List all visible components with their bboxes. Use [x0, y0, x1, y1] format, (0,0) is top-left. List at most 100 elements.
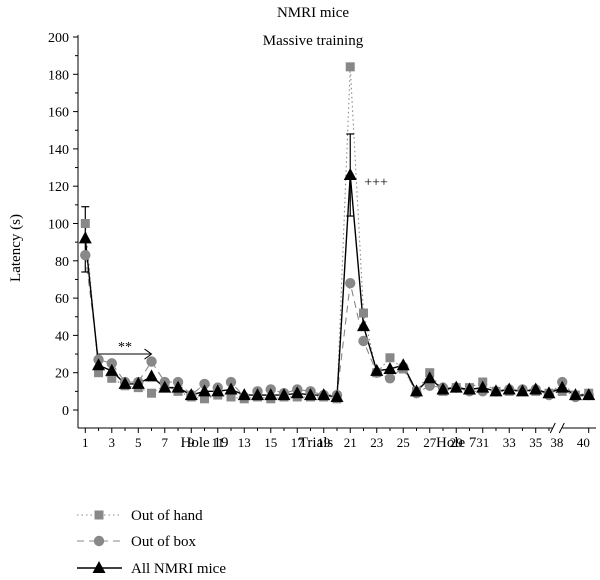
- y-tick-label: 100: [48, 218, 69, 233]
- x-tick-label: 3: [109, 435, 116, 450]
- hole-label: Hole 7: [436, 435, 477, 451]
- legend-marker: [92, 561, 106, 573]
- data-point: [582, 388, 596, 401]
- data-point: [290, 386, 304, 399]
- legend-marker: [94, 510, 104, 520]
- x-tick-label: 31: [476, 435, 489, 450]
- data-point: [146, 356, 157, 367]
- x-axis-label: Trials: [299, 435, 334, 451]
- data-point: [449, 380, 463, 393]
- x-tick-label: 13: [238, 435, 251, 450]
- legend-marker: [93, 535, 105, 547]
- data-point: [304, 388, 318, 401]
- data-point: [171, 380, 185, 393]
- data-point: [356, 319, 370, 332]
- y-tick-label: 80: [55, 255, 69, 270]
- data-point: [358, 308, 368, 318]
- data-point: [158, 380, 172, 393]
- x-tick-label: 27: [423, 435, 437, 450]
- x-tick-label: 19: [317, 435, 330, 450]
- x-tick-label: 11: [212, 435, 225, 450]
- data-point: [199, 378, 210, 390]
- x-tick-label: 29: [450, 435, 463, 450]
- y-tick-label: 180: [48, 68, 69, 83]
- data-point: [317, 388, 331, 401]
- data-point: [94, 368, 104, 378]
- data-point: [80, 219, 90, 228]
- data-point: [211, 384, 225, 397]
- y-tick-label: 40: [55, 329, 69, 344]
- arrow-head: [144, 348, 153, 360]
- data-point: [277, 388, 291, 401]
- data-point: [409, 384, 423, 397]
- x-tick-label: 38: [550, 435, 563, 450]
- y-tick-label: 20: [55, 367, 69, 382]
- x-tick-label: 35: [529, 435, 542, 450]
- x-tick-label: 21: [344, 435, 357, 450]
- data-point: [118, 376, 132, 389]
- y-tick-label: 60: [55, 292, 69, 307]
- data-point: [384, 373, 396, 384]
- data-point: [396, 358, 410, 371]
- y-tick-label: 120: [48, 180, 69, 195]
- data-point: [237, 388, 251, 401]
- data-point: [502, 382, 516, 395]
- data-point: [462, 382, 476, 395]
- data-point: [264, 388, 278, 401]
- x-tick-label: 7: [162, 435, 169, 450]
- x-tick-label: 33: [503, 435, 516, 450]
- data-point: [106, 358, 117, 369]
- data-point: [370, 363, 384, 376]
- x-tick-label: 23: [370, 435, 383, 450]
- y-tick-label: 0: [62, 404, 69, 419]
- data-point: [105, 363, 119, 376]
- y-tick-label: 140: [48, 143, 69, 158]
- data-point: [476, 380, 490, 393]
- chart-title: NMRI mice: [277, 5, 349, 21]
- data-point: [78, 231, 92, 244]
- data-point: [225, 376, 237, 388]
- data-point: [383, 361, 397, 374]
- hole-label: Hole 19: [181, 435, 229, 451]
- data-point: [568, 388, 582, 401]
- data-point: [226, 392, 236, 402]
- legend-label: Out of box: [131, 534, 196, 550]
- legend-label: Out of hand: [131, 508, 203, 524]
- data-point: [80, 250, 91, 261]
- x-tick-label: 9: [188, 435, 195, 450]
- x-tick-label: 15: [264, 435, 277, 450]
- x-tick-label: 5: [135, 435, 142, 450]
- data-point: [147, 388, 157, 398]
- data-point: [345, 62, 355, 72]
- y-axis-label: Latency (s): [8, 214, 24, 282]
- significance-label: **: [118, 340, 132, 355]
- y-tick-label: 160: [48, 106, 69, 121]
- x-tick-label: 40: [577, 435, 590, 450]
- data-point: [489, 384, 503, 397]
- x-tick-label: 25: [397, 435, 410, 450]
- data-point: [198, 384, 212, 397]
- series-line: [84, 66, 589, 400]
- data-point: [345, 277, 356, 289]
- data-point: [515, 384, 529, 397]
- x-tick-label: 17: [291, 435, 305, 450]
- axis-break-mark: [549, 422, 556, 434]
- data-point: [343, 168, 357, 181]
- data-point: [200, 394, 210, 404]
- data-point: [555, 380, 569, 393]
- data-point: [330, 389, 344, 402]
- data-point: [107, 373, 117, 383]
- data-point: [131, 376, 145, 389]
- data-point: [542, 386, 556, 399]
- significance-label: +++: [364, 176, 388, 191]
- data-point: [358, 335, 369, 347]
- data-point: [423, 371, 437, 384]
- y-tick-label: 200: [48, 31, 69, 46]
- axis-break-mark: [558, 422, 565, 434]
- data-point: [251, 388, 265, 401]
- series-line: [84, 255, 589, 398]
- data-point: [224, 382, 238, 395]
- data-point: [385, 353, 395, 363]
- data-point: [436, 382, 450, 395]
